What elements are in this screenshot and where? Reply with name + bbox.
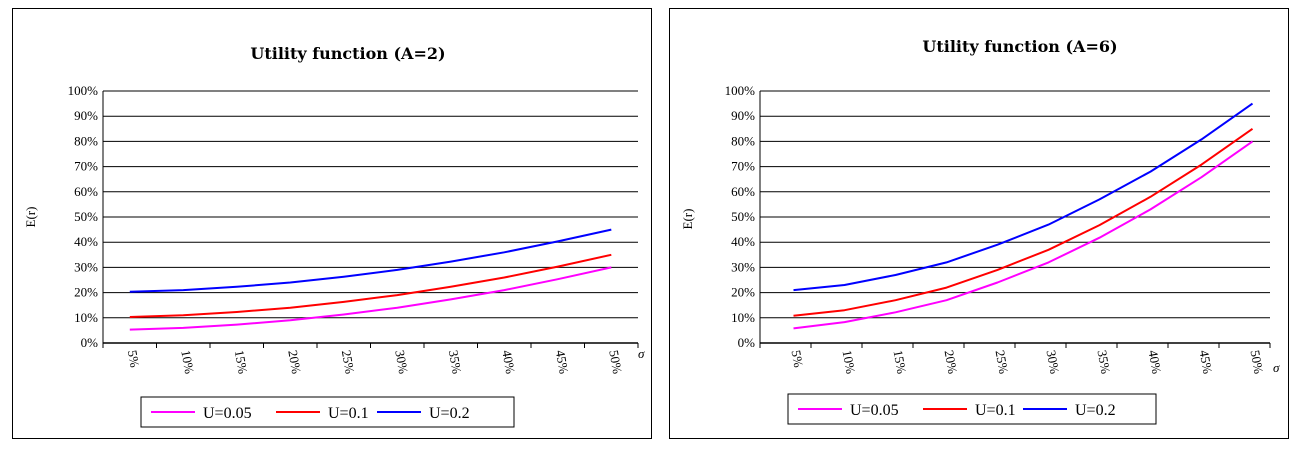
x-tick-label: 10% xyxy=(840,349,859,375)
y-tick-label: 30% xyxy=(731,259,755,274)
y-tick-label: 40% xyxy=(74,234,98,249)
y-tick-label: 70% xyxy=(74,159,98,174)
y-tick-label: 20% xyxy=(74,285,98,300)
x-tick-label: 25% xyxy=(339,349,358,375)
chart-right: Utility function (A=6) 0% 10% 20% 30% 40% 50% 6… xyxy=(680,37,1280,425)
x-tick-label: 25% xyxy=(993,349,1012,375)
x-tick-label: 5% xyxy=(789,349,807,369)
y-tick-label: 80% xyxy=(731,133,755,148)
x-tick-label: 5% xyxy=(125,349,143,369)
legend-label: U=0.2 xyxy=(1075,402,1116,419)
legend-label: U=0.05 xyxy=(203,405,252,422)
y-tick-label: 10% xyxy=(74,310,98,325)
y-tick-label: 0% xyxy=(738,335,756,350)
x-tick-label: 45% xyxy=(553,349,572,375)
legend-box xyxy=(140,396,515,428)
y-tick-label: 50% xyxy=(74,209,98,224)
x-tick-label: 20% xyxy=(942,349,961,375)
y-tick-label: 70% xyxy=(731,159,755,174)
series-line xyxy=(129,253,612,318)
legend-label: U=0.2 xyxy=(429,405,470,422)
legend-label: U=0.1 xyxy=(975,402,1016,419)
y-tick-label: 100% xyxy=(68,83,99,98)
y-tick-label: 20% xyxy=(731,285,755,300)
x-axis-label: σ xyxy=(1273,360,1280,375)
y-axis-label: E(r) xyxy=(680,209,695,230)
legend: U=0.05 U=0.1 U=0.2 xyxy=(140,396,515,428)
x-tick-label: 35% xyxy=(446,349,465,375)
y-axis-label: E(r) xyxy=(23,207,38,228)
y-tick-label: 90% xyxy=(731,108,755,123)
y-tick-label: 80% xyxy=(74,133,98,148)
chart-title: Utility function (A=2) xyxy=(250,44,445,63)
y-tick-label: 60% xyxy=(731,184,755,199)
series-line xyxy=(793,127,1254,317)
series-line xyxy=(793,102,1254,292)
x-tick-label: 35% xyxy=(1095,349,1114,375)
legend-label: U=0.05 xyxy=(850,402,899,419)
y-tick-label: 60% xyxy=(74,184,98,199)
x-tick-label: 40% xyxy=(1146,349,1165,375)
y-tick-label: 30% xyxy=(74,259,98,274)
x-tick-label: 50% xyxy=(1248,349,1267,375)
y-tick-label: 50% xyxy=(731,209,755,224)
legend: U=0.05 U=0.1 U=0.2 xyxy=(787,393,1157,425)
x-tick-label: 15% xyxy=(232,349,251,375)
y-tick-label: 90% xyxy=(74,108,98,123)
legend-box xyxy=(787,393,1157,425)
series-line xyxy=(129,228,612,293)
x-axis-label: σ xyxy=(638,346,645,361)
chart-left: Utility function (A=2) 0% 10% 20% 30% 40% 50% 6… xyxy=(23,44,645,428)
y-tick-label: 0% xyxy=(81,335,99,350)
chart-panel-right: Utility function (A=6) 0% 10% 20% 30% 40% 50% 6… xyxy=(669,8,1289,439)
y-tick-label: 10% xyxy=(731,310,755,325)
x-tick-label: 30% xyxy=(392,349,411,375)
x-tick-label: 10% xyxy=(178,349,197,375)
legend-label: U=0.1 xyxy=(328,405,369,422)
x-tick-label: 15% xyxy=(891,349,910,375)
x-tick-label: 20% xyxy=(285,349,304,375)
chart-title: Utility function (A=6) xyxy=(922,37,1117,56)
x-tick-label: 50% xyxy=(606,349,625,375)
chart-panel-left: Utility function (A=2) 0% 10% 20% 30% 40% 50% 6… xyxy=(12,8,652,439)
y-tick-label: 40% xyxy=(731,234,755,249)
y-tick-label: 100% xyxy=(725,83,756,98)
series-line xyxy=(793,140,1254,330)
series-line xyxy=(129,266,612,331)
x-tick-label: 30% xyxy=(1044,349,1063,375)
x-tick-label: 45% xyxy=(1197,349,1216,375)
x-tick-label: 40% xyxy=(499,349,518,375)
